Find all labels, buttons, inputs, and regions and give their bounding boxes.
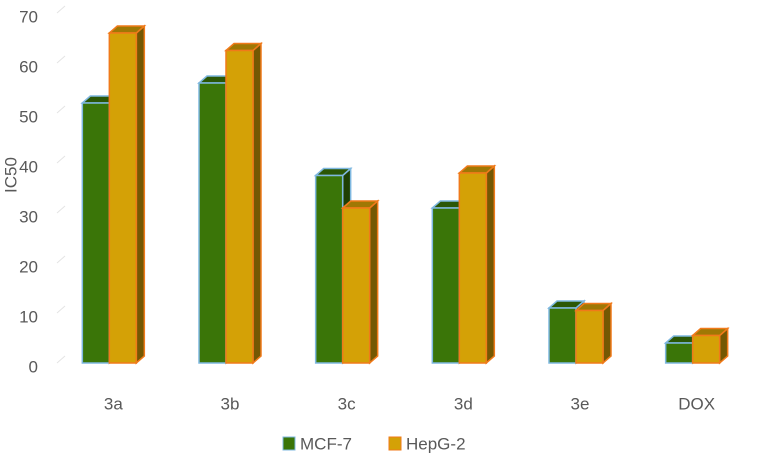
bar — [314, 174, 344, 364]
bar — [108, 32, 138, 364]
bar-side — [252, 41, 262, 365]
y-tick — [56, 205, 66, 214]
x-tick-label: 3c — [338, 394, 356, 413]
y-tick — [56, 355, 66, 364]
y-tick — [56, 55, 66, 64]
bar — [691, 334, 721, 364]
y-axis-label: IC50 — [1, 157, 20, 193]
legend-label: MCF-7 — [300, 434, 352, 453]
bar-side — [602, 301, 612, 365]
y-tick — [56, 255, 66, 264]
y-tick — [56, 5, 66, 14]
y-tick-label: 30 — [19, 207, 38, 226]
bar-side — [135, 24, 146, 365]
bar — [431, 207, 461, 364]
bar — [198, 82, 227, 364]
legend-label: HepG-2 — [406, 434, 466, 453]
bar — [575, 309, 604, 364]
bar — [458, 172, 488, 364]
y-tick — [56, 105, 66, 114]
bar — [225, 49, 254, 364]
y-tick-label: 0 — [29, 357, 38, 376]
bar — [341, 207, 371, 364]
y-tick-label: 40 — [19, 157, 38, 176]
x-tick-label: 3d — [454, 394, 473, 413]
x-tick-label: 3a — [104, 394, 123, 413]
bar-side — [485, 164, 496, 365]
legend-swatch — [282, 436, 296, 451]
x-tick-label: DOX — [678, 394, 715, 413]
x-tick-label: 3b — [221, 394, 240, 413]
y-tick-label: 50 — [19, 107, 38, 126]
y-tick-label: 60 — [19, 57, 38, 76]
bar-side — [368, 199, 379, 365]
bar — [81, 102, 111, 364]
y-tick — [56, 155, 66, 164]
legend-swatch — [388, 436, 402, 451]
y-tick — [56, 305, 66, 314]
y-tick-label: 70 — [19, 7, 38, 26]
x-tick-label: 3e — [571, 394, 590, 413]
bar — [548, 307, 577, 364]
bar — [664, 342, 694, 364]
y-tick-label: 20 — [19, 257, 38, 276]
y-tick-label: 10 — [19, 307, 38, 326]
